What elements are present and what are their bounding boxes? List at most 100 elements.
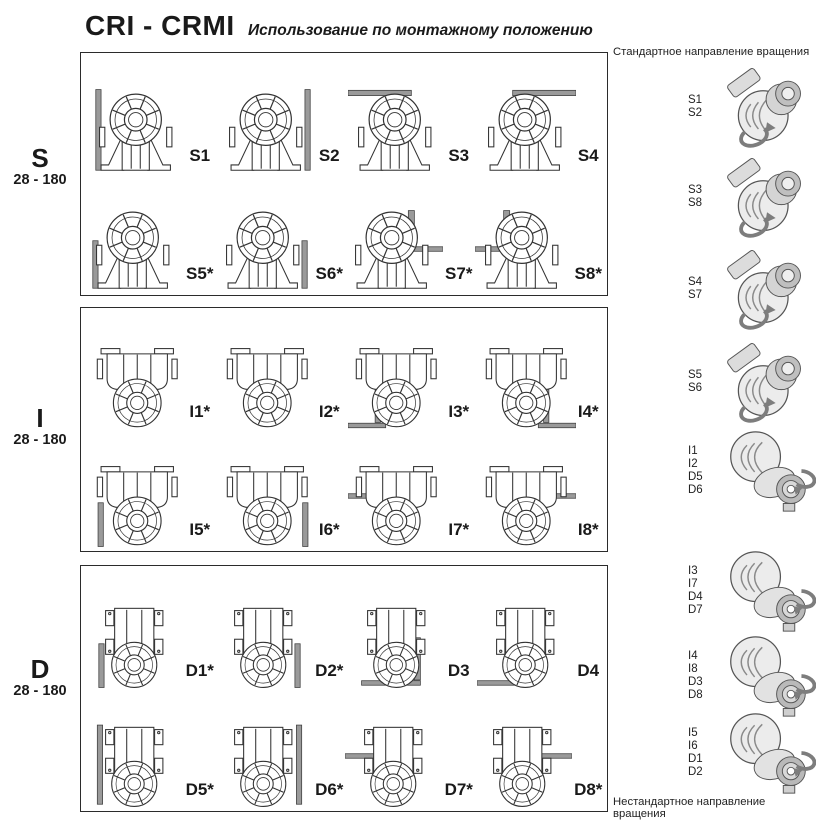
section-range-D: 28 - 180 (13, 683, 67, 700)
gearbox-3d-view-S1-S2 (724, 65, 803, 148)
position-code-label-I5: I5* (189, 520, 211, 539)
rotation-code-D1: D1 (688, 753, 703, 765)
mounting-position-I4: I4* (474, 311, 604, 430)
section-box-S: S1 S2 S3 S4 S5* S6* S7* S8* (80, 52, 608, 296)
mounting-position-D3: D3 (344, 569, 474, 689)
gearbox-3d-view-S3-S8 (724, 155, 803, 238)
position-code-label-S3: S3 (448, 146, 470, 165)
position-code-label-S2: S2 (318, 146, 340, 165)
position-code-label-I4: I4* (577, 401, 599, 421)
position-code-label-I3: I3* (448, 401, 470, 421)
rotation-code-I6: I6 (688, 740, 698, 752)
position-code-label-D7: D7* (444, 780, 473, 799)
mounting-position-D5: D5* (85, 689, 215, 809)
gearbox-drawing-S6 (216, 197, 308, 292)
rotation-code-S3: S3 (688, 184, 703, 196)
position-code-label-I7: I7* (448, 520, 470, 539)
position-code-label-I1: I1* (189, 401, 211, 421)
rotation-codes: S4 S7 (688, 276, 716, 302)
rotation-code-D3: D3 (688, 676, 703, 688)
gearbox-drawing-S4 (478, 89, 576, 174)
section-letter-D: D (30, 654, 50, 684)
gearbox-3d-view-I3-I7-D4-D7 (728, 549, 816, 634)
gearbox-drawing-I1 (89, 335, 187, 430)
gearbox-3d-view-I1-I2-D5-D6 (728, 429, 816, 514)
gearbox-drawing-I3 (348, 335, 446, 428)
mounting-position-I1: I1* (85, 311, 215, 430)
gearbox-drawing-D8 (474, 713, 573, 808)
mounting-position-S2: S2 (215, 56, 345, 174)
mounting-position-I5: I5* (85, 430, 215, 549)
gearbox-drawing-I2 (219, 335, 317, 430)
rotation-row-S3-S8: S3 S8 (612, 152, 818, 242)
gearbox-drawing-I5 (89, 453, 187, 547)
gearbox-drawing-D2 (215, 594, 301, 689)
rotation-codes: I3 I7 D4 D7 (688, 565, 716, 617)
mounting-position-S6: S6* (215, 174, 345, 292)
grid-I: I1* I2* I3* I4* I5* I6* I7* I8* (81, 308, 607, 551)
gearbox-drawing-S5 (92, 197, 184, 292)
rotation-codes: I5 I6 D1 D2 (688, 727, 716, 779)
position-code-label-D2: D2* (315, 660, 344, 680)
gearbox-drawing-D5 (96, 724, 184, 808)
mounting-position-D2: D2* (215, 569, 345, 689)
gearbox-drawing-D7 (344, 713, 443, 808)
rotation-row-I1-I2-D5-D6: I1 I2 D5 D6 (612, 426, 818, 516)
mounting-position-D8: D8* (474, 689, 604, 809)
gearbox-drawing-S8 (474, 210, 573, 292)
section-letter-S: S (31, 143, 49, 173)
gearbox-drawing-I6 (219, 453, 309, 547)
gearbox-drawing-I4 (478, 335, 576, 428)
rotation-code-S2: S2 (688, 107, 703, 119)
mounting-position-D7: D7* (344, 689, 474, 809)
nonstandard-rotation-caption: Нестандартное направление вращения (613, 796, 766, 820)
gearbox-3d-view-S4-S7 (724, 247, 803, 330)
section-box-I: I1* I2* I3* I4* I5* I6* I7* I8* (80, 307, 608, 552)
rail-label-D: D 28 - 180 (0, 654, 80, 700)
gearbox-3d-view-I4-I8-D3-D8 (728, 634, 816, 719)
gearbox-drawing-D4 (477, 594, 575, 689)
grid-S: S1 S2 S3 S4 S5* S6* S7* S8* (81, 53, 607, 295)
rotation-row-I3-I7-D4-D7: I3 I7 D4 D7 (612, 546, 818, 636)
mounting-position-I7: I7* (344, 430, 474, 549)
section-range-S: 28 - 180 (13, 172, 67, 189)
rotation-code-S4: S4 (688, 276, 703, 288)
rotation-code-I8: I8 (688, 663, 698, 675)
page-title: CRI - CRMI (85, 10, 235, 41)
mounting-position-S5: S5* (85, 174, 215, 292)
position-code-label-D1: D1* (185, 660, 214, 680)
rotation-code-I2: I2 (688, 458, 698, 470)
rotation-codes: S1 S2 (688, 94, 716, 120)
gearbox-drawing-S3 (348, 89, 446, 174)
rotation-code-D4: D4 (688, 591, 703, 603)
mounting-position-I8: I8* (474, 430, 604, 549)
rotation-code-I1: I1 (688, 445, 698, 457)
gearbox-drawing-D1 (98, 594, 184, 689)
section-box-D: D1* D2* D3 D4 D5* D6* D7* D8* (80, 565, 608, 812)
position-code-label-I8: I8* (577, 520, 599, 539)
gearbox-3d-view-I5-I6-D1-D2 (728, 711, 816, 796)
rotation-code-D8: D8 (688, 689, 703, 701)
position-code-label-S4: S4 (577, 146, 599, 165)
rotation-row-S5-S6: S5 S6 (612, 337, 818, 427)
rotation-row-I5-I6-D1-D2: I5 I6 D1 D2 (612, 708, 818, 798)
gearbox-drawing-I7 (348, 453, 446, 548)
rail-label-I: I 28 - 180 (0, 404, 80, 449)
rotation-code-S1: S1 (688, 94, 703, 106)
rotation-codes: S5 S6 (688, 369, 716, 395)
position-code-label-S7: S7* (445, 264, 473, 283)
position-code-label-D6: D6* (315, 780, 344, 799)
rotation-codes: I1 I2 D5 D6 (688, 445, 716, 497)
rotation-code-D7: D7 (688, 604, 703, 616)
gearbox-drawing-S1 (95, 89, 187, 174)
gearbox-drawing-S7 (345, 210, 444, 292)
gearbox-drawing-D3 (361, 594, 446, 689)
rotation-code-I5: I5 (688, 727, 698, 739)
gearbox-drawing-S2 (219, 89, 311, 174)
standard-rotation-caption: Стандартное направление вращения (613, 46, 810, 58)
position-code-label-S1: S1 (189, 146, 211, 165)
mounting-position-I2: I2* (215, 311, 345, 430)
position-code-label-D8: D8* (574, 780, 603, 799)
rotation-code-D6: D6 (688, 484, 703, 496)
rotation-codes: S3 S8 (688, 184, 716, 210)
